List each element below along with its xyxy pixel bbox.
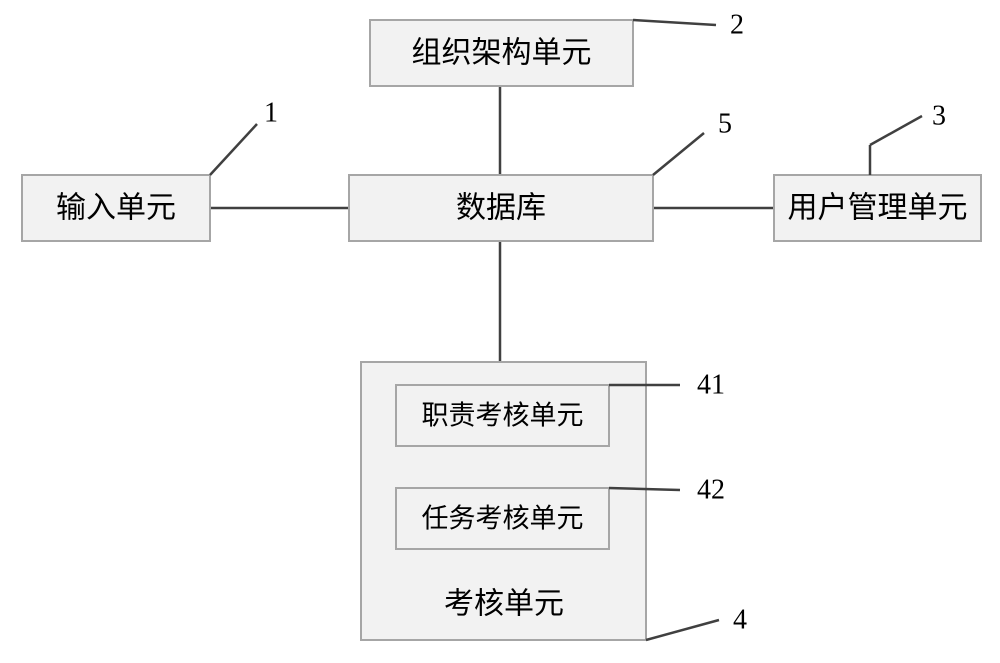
assess-label: 考核单元 <box>444 588 564 621</box>
org-label: 组织架构单元 <box>412 37 592 70</box>
leader-line <box>870 116 922 145</box>
usermgr-label: 用户管理单元 <box>788 192 968 225</box>
ref-number: 3 <box>932 101 946 132</box>
leader-line <box>646 620 719 640</box>
leader-line <box>653 133 704 175</box>
ref-number: 2 <box>730 10 744 41</box>
ref-number: 1 <box>264 98 278 129</box>
duty-label: 职责考核单元 <box>422 401 584 431</box>
ref-number: 5 <box>718 109 732 140</box>
input-label: 输入单元 <box>56 192 176 225</box>
ref-number: 4 <box>733 605 747 636</box>
leader-line <box>210 124 257 175</box>
db-label: 数据库 <box>456 192 546 225</box>
leader-line <box>633 20 716 25</box>
task-label: 任务考核单元 <box>422 504 584 534</box>
ref-number: 41 <box>697 370 725 401</box>
ref-number: 42 <box>697 475 725 506</box>
